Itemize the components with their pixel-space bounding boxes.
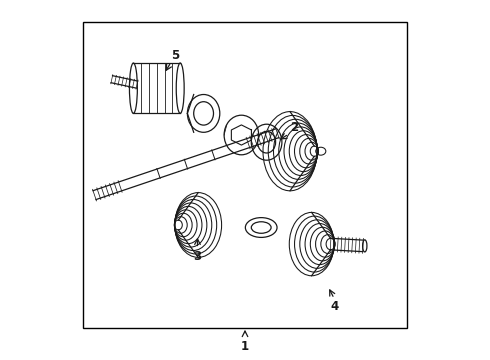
Text: 5: 5 xyxy=(171,49,179,62)
Bar xyxy=(83,22,407,328)
Text: 2: 2 xyxy=(291,121,299,134)
Text: 4: 4 xyxy=(330,300,339,313)
Text: 1: 1 xyxy=(241,340,249,353)
Text: 3: 3 xyxy=(194,250,201,263)
